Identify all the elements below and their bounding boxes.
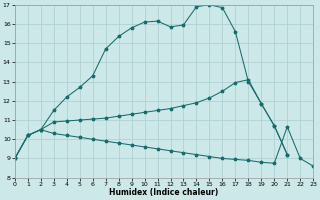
X-axis label: Humidex (Indice chaleur): Humidex (Indice chaleur) bbox=[109, 188, 219, 197]
